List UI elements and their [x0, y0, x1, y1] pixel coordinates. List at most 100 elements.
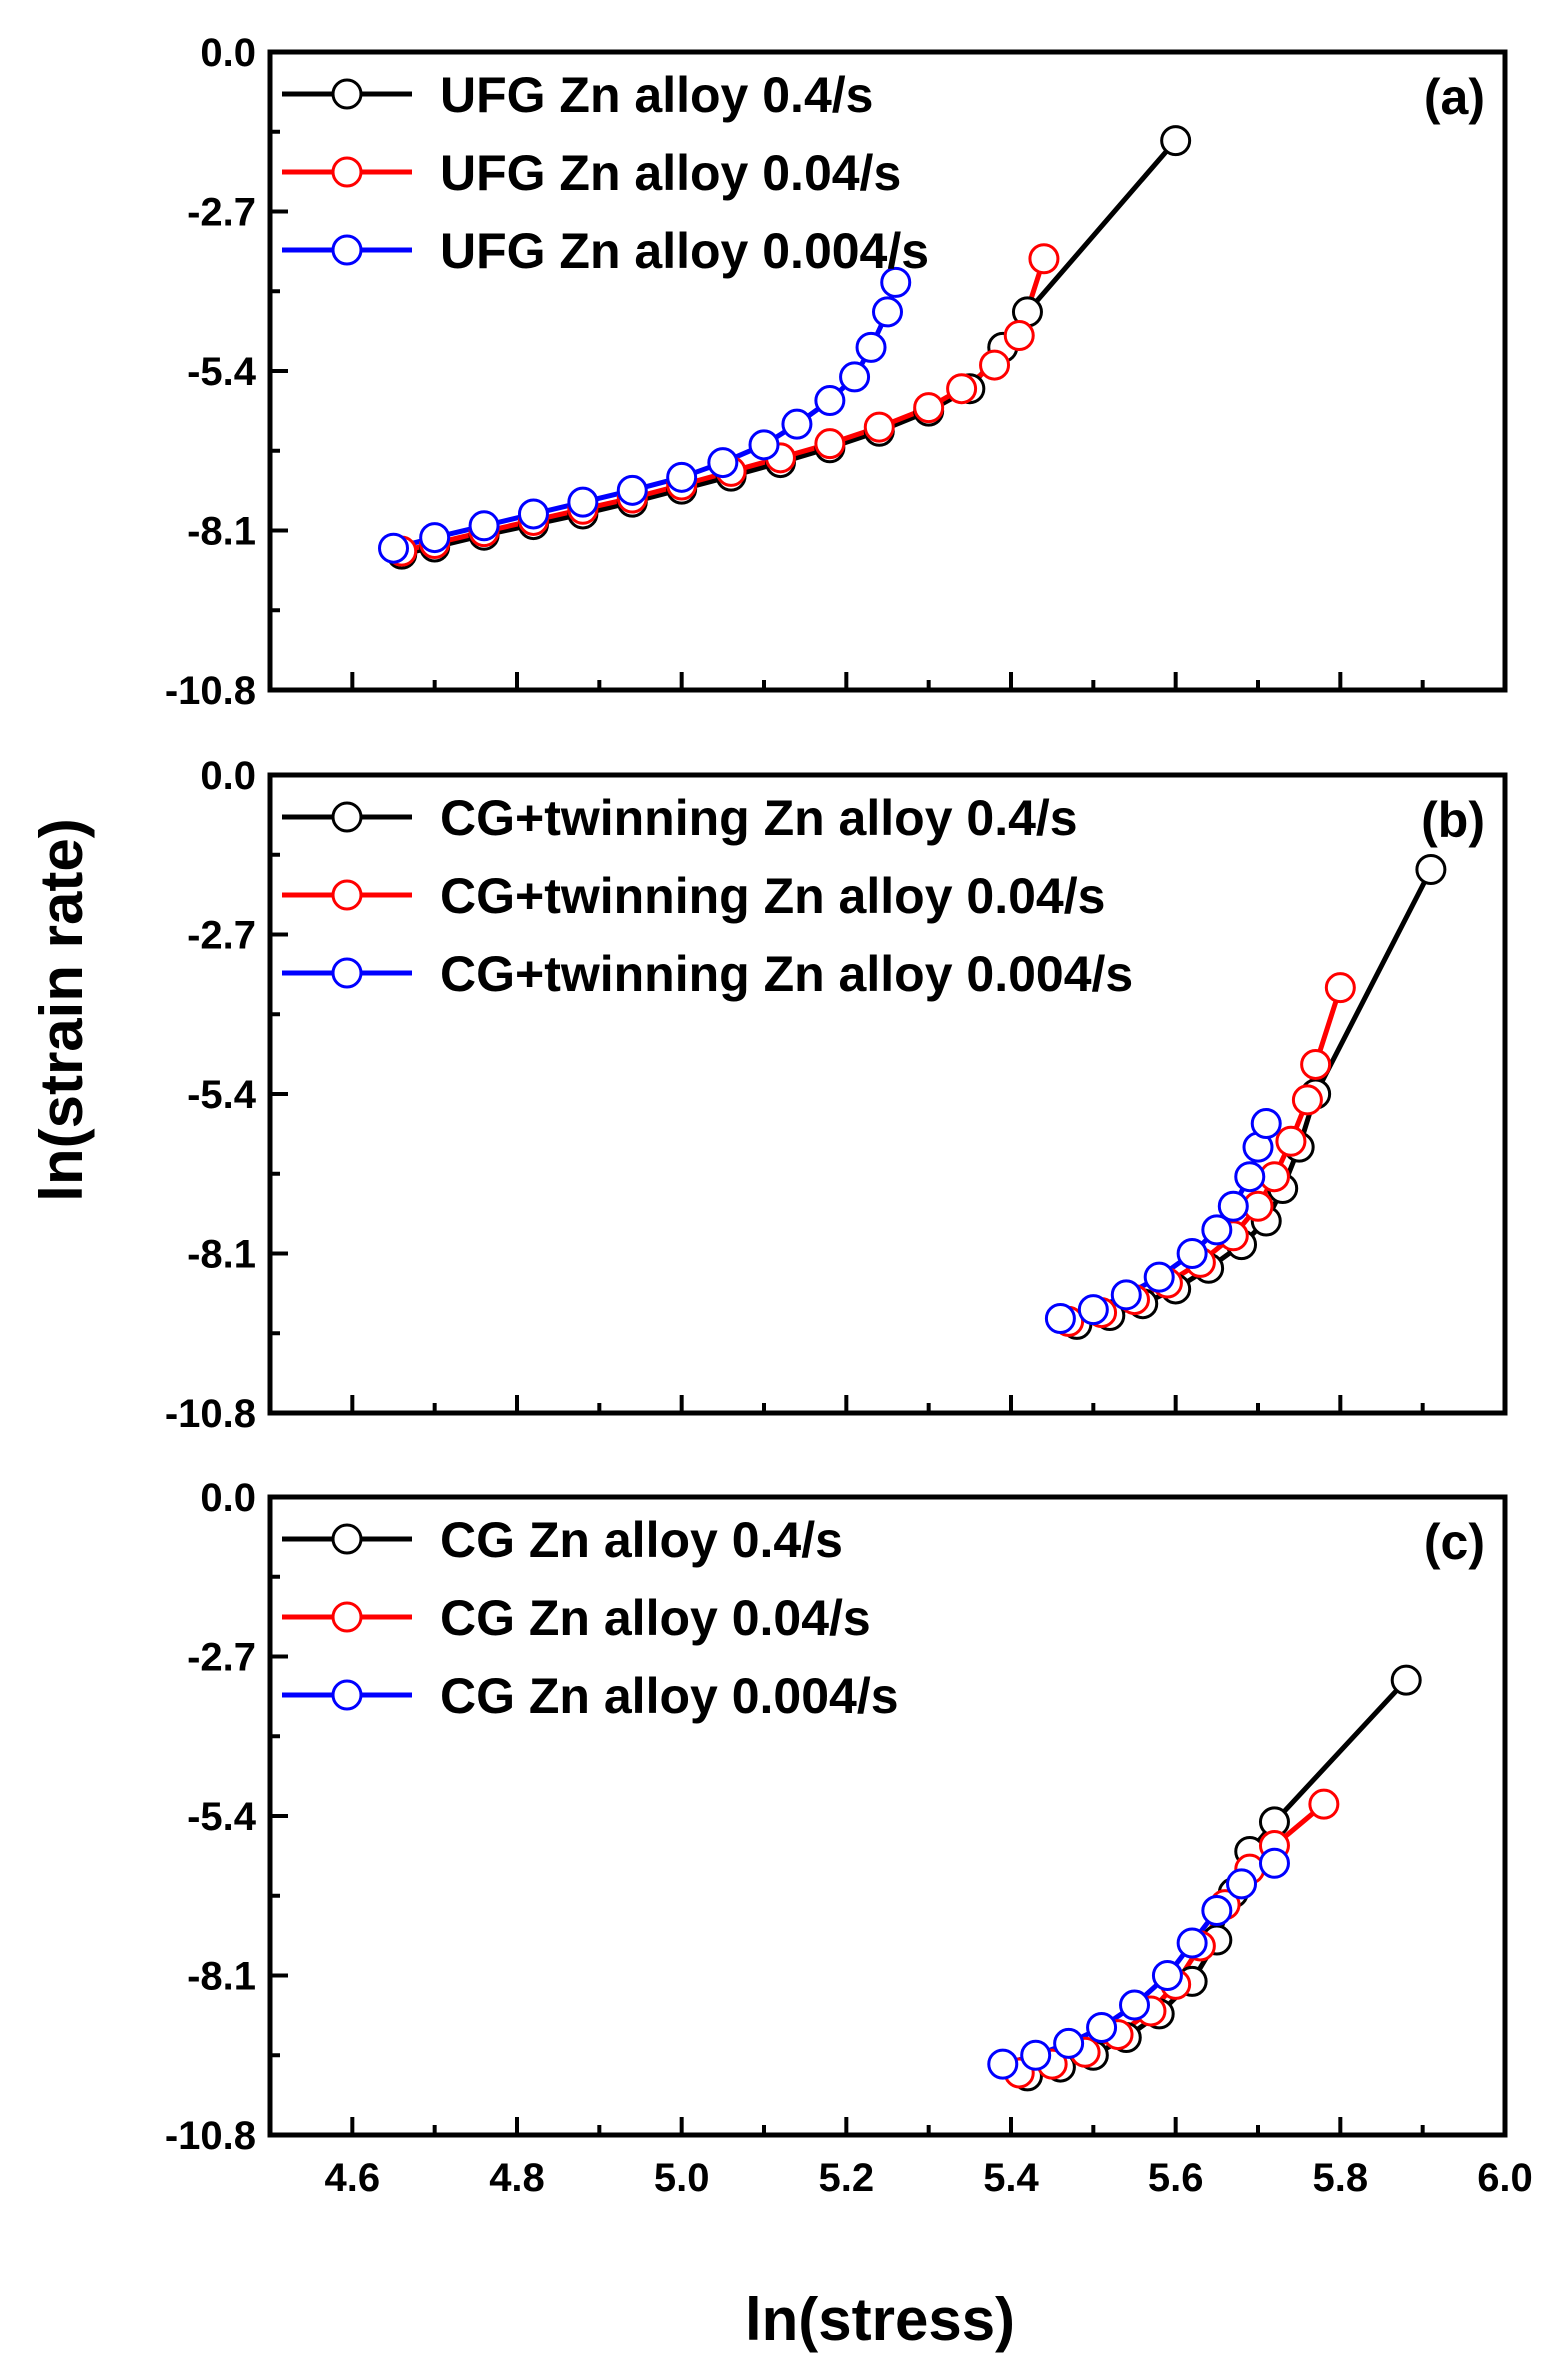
data-point [1003, 320, 1035, 352]
data-point [419, 522, 451, 554]
legend-swatch-marker [331, 78, 363, 110]
y-tick-label: 0.0 [200, 31, 256, 75]
data-point [1044, 1302, 1076, 1334]
panel-a: 0.0 -2.7 -5.4 -8.1 -10.8 (a) UFG Zn alloy 0.4/… [165, 31, 1508, 713]
series-line [401, 257, 1047, 554]
data-point [1234, 1161, 1266, 1193]
data-point [517, 498, 549, 530]
y-tick-label: -5.4 [187, 1073, 257, 1117]
data-point [1143, 1261, 1175, 1293]
data-point [468, 510, 500, 542]
legend-swatch-marker [331, 1523, 363, 1555]
data-point [1250, 1108, 1282, 1140]
legend-label: UFG Zn alloy 0.04/s [440, 145, 901, 201]
legend-swatch-marker [331, 1679, 363, 1711]
legend-label: CG Zn alloy 0.004/s [440, 1668, 899, 1724]
y-tick-label: -10.8 [165, 669, 256, 713]
panels: 0.0 -2.7 -5.4 -8.1 -10.8 (a) UFG Zn alloy 0.4/… [165, 31, 1533, 2200]
legend-swatch-marker [331, 156, 363, 188]
data-point [616, 474, 648, 506]
data-point [987, 2048, 1019, 2080]
data-point [1291, 1084, 1323, 1116]
data-point [1110, 1279, 1142, 1311]
data-point [1201, 1214, 1233, 1246]
data-point [872, 296, 903, 328]
data-point [378, 532, 409, 564]
y-tick-label: -8.1 [187, 1233, 256, 1277]
data-point [880, 266, 912, 298]
data-point [1300, 1048, 1332, 1080]
x-axis-title: ln(stress) [745, 2286, 1015, 2353]
legend-label: CG+twinning Zn alloy 0.004/s [440, 946, 1133, 1002]
data-point [913, 392, 945, 424]
legend-label: CG+twinning Zn alloy 0.4/s [440, 790, 1078, 846]
data-point [1053, 2027, 1085, 2059]
y-tick-label: -5.4 [187, 350, 257, 394]
data-point [781, 408, 813, 440]
legend-swatch-marker [331, 879, 363, 911]
x-tick-label: 5.8 [1313, 2156, 1369, 2200]
data-point [567, 486, 599, 518]
legend-label: CG+twinning Zn alloy 0.04/s [440, 868, 1105, 924]
panel-label: (a) [1424, 69, 1485, 125]
legend-swatch-marker [331, 957, 363, 989]
data-point [839, 361, 871, 393]
y-tick-label: 0.0 [200, 1476, 256, 1520]
data-point [1226, 1868, 1258, 1900]
data-point [1077, 1294, 1109, 1326]
data-point [1390, 1664, 1422, 1696]
data-point [1020, 2039, 1052, 2071]
legend-label: CG Zn alloy 0.4/s [440, 1512, 843, 1568]
panel-label: (c) [1424, 1514, 1485, 1570]
legend-swatch-marker [331, 234, 363, 266]
legend-label: CG Zn alloy 0.04/s [440, 1590, 871, 1646]
data-point [1258, 1847, 1290, 1879]
data-point [946, 373, 978, 405]
legend-label: UFG Zn alloy 0.004/s [440, 223, 929, 279]
data-point [1176, 1927, 1208, 1959]
data-point [1201, 1895, 1233, 1927]
data-point [1176, 1238, 1208, 1269]
legend-label: UFG Zn alloy 0.4/s [440, 67, 873, 123]
y-tick-label: -8.1 [187, 510, 256, 554]
y-tick-label: -2.7 [187, 914, 256, 958]
data-point [1308, 1788, 1340, 1820]
x-tick-label: 5.2 [819, 2156, 875, 2200]
y-tick-label: -10.8 [165, 2114, 256, 2158]
legend-swatch-marker [331, 1601, 363, 1633]
y-tick-label: -8.1 [187, 1955, 256, 1999]
y-tick-label: 0.0 [200, 754, 256, 798]
y-tick-label: -10.8 [165, 1392, 256, 1436]
x-tick-label: 6.0 [1477, 2156, 1533, 2200]
y-axis-title: ln(strain rate) [28, 818, 95, 1201]
panel-b: 0.0 -2.7 -5.4 -8.1 -10.8 (b) CG+twinning Zn al… [165, 754, 1508, 1436]
data-point [707, 447, 739, 479]
data-point [1415, 854, 1447, 886]
data-point [748, 429, 780, 461]
x-tick-label: 5.0 [654, 2156, 710, 2200]
data-point [1324, 972, 1356, 1004]
series-line [401, 138, 1178, 557]
x-tick-label: 5.6 [1148, 2156, 1204, 2200]
data-point [1275, 1125, 1307, 1157]
data-point [855, 331, 887, 363]
y-tick-label: -2.7 [187, 1636, 256, 1680]
series-line [1076, 868, 1434, 1327]
data-point [1028, 243, 1060, 275]
data-point [1160, 125, 1192, 157]
panel-label: (b) [1421, 792, 1485, 848]
data-point [666, 461, 698, 493]
x-tick-label: 4.8 [489, 2156, 545, 2200]
data-point [1217, 1190, 1249, 1222]
y-tick-label: -5.4 [187, 1795, 257, 1839]
series-line [1026, 1678, 1409, 2079]
x-tick-label: 5.4 [983, 2156, 1039, 2200]
data-point [979, 349, 1011, 381]
data-point [1086, 2011, 1118, 2043]
data-point [814, 428, 846, 460]
data-point [863, 411, 895, 443]
data-point [814, 385, 846, 417]
data-point [1151, 1960, 1183, 1991]
legend-swatch-marker [331, 801, 363, 833]
